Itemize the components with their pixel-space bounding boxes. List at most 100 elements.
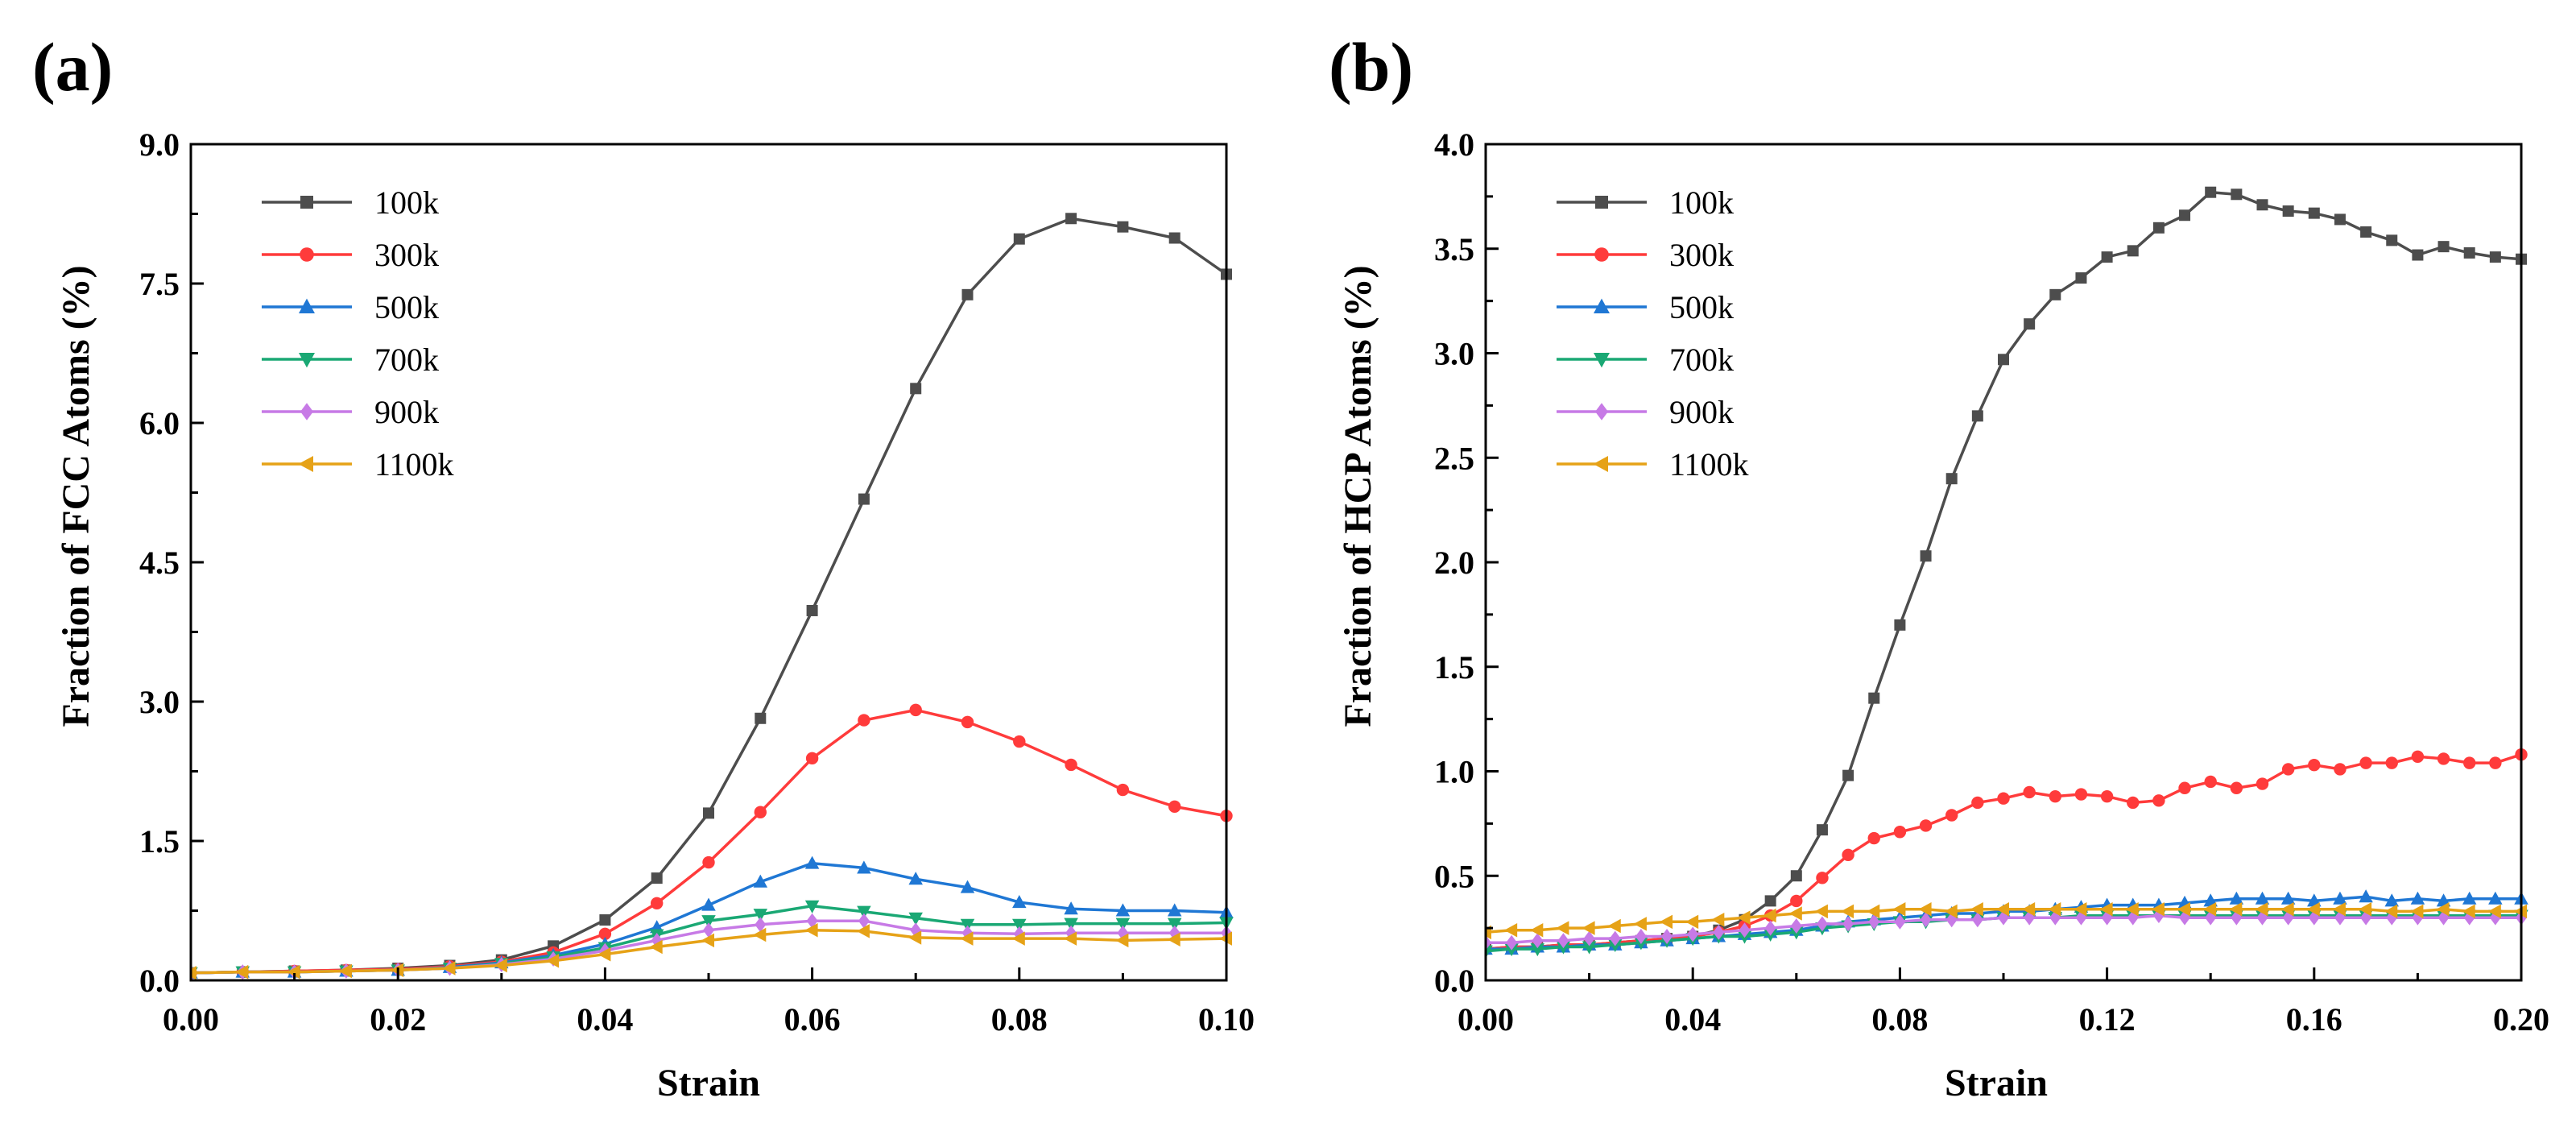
- data-point-700k: [804, 900, 820, 913]
- x-tick-label: 0.12: [2079, 1001, 2136, 1038]
- data-point-1100k: [908, 930, 922, 945]
- data-point-1100k: [2229, 902, 2243, 917]
- data-point-1100k: [2384, 904, 2398, 919]
- data-point-100k: [1168, 232, 1180, 244]
- data-point-1100k: [1711, 912, 1725, 927]
- data-point-700k: [1486, 945, 1493, 959]
- hcp-plot-area: 0.00 0.04 0.08 0.12 0.16 0.20 0.0 0.5 1.0 1.5 2.0 2…: [1434, 126, 2549, 1038]
- data-point-300k: [651, 897, 664, 909]
- legend-marker-900k: [1595, 403, 1608, 420]
- data-point-1100k: [287, 964, 300, 980]
- data-point-1100k: [1814, 904, 1828, 919]
- data-point-1100k: [2332, 902, 2346, 917]
- data-point-900k: [1635, 929, 1647, 944]
- data-point-300k: [1168, 800, 1181, 814]
- data-point-700k: [753, 909, 768, 922]
- data-point-1100k: [1167, 932, 1180, 947]
- data-point-900k: [1661, 929, 1673, 944]
- data-point-300k: [1816, 872, 1829, 884]
- data-point-900k: [755, 917, 767, 933]
- data-point-900k: [2127, 909, 2139, 926]
- data-point-300k: [805, 752, 819, 765]
- data-point-300k: [858, 714, 870, 727]
- panel-label-a: (a): [32, 28, 113, 106]
- data-point-900k: [858, 913, 870, 929]
- data-point-100k: [2360, 226, 2372, 238]
- data-point-500k: [2203, 893, 2218, 907]
- data-point-500k: [2359, 889, 2373, 903]
- series-group: [1486, 186, 2528, 959]
- data-point-1100k: [1867, 904, 1880, 919]
- data-point-900k: [910, 922, 922, 938]
- data-point-100k: [1894, 619, 1906, 631]
- data-point-300k: [1997, 792, 2010, 805]
- data-point-900k: [2231, 909, 2243, 926]
- data-point-100k: [1998, 354, 2009, 366]
- data-point-500k: [1012, 895, 1027, 909]
- legend-marker-100k: [300, 196, 313, 209]
- y-tick-label: 3.5: [1434, 231, 1474, 267]
- y-tick-label: 9.0: [139, 126, 180, 163]
- data-point-1100k: [546, 954, 560, 968]
- data-point-500k: [2333, 891, 2347, 905]
- data-point-300k: [2256, 777, 2269, 790]
- data-point-1100k: [2074, 902, 2087, 917]
- data-point-100k: [2489, 251, 2501, 263]
- y-tick-label: 3.0: [1434, 336, 1474, 372]
- data-point-900k: [2075, 909, 2087, 926]
- data-point-100k: [2205, 186, 2217, 198]
- data-point-1100k: [235, 964, 249, 980]
- data-point-1100k: [2462, 904, 2475, 919]
- data-point-500k: [2307, 893, 2322, 907]
- data-point-700k: [857, 905, 871, 919]
- legend: 100k 300k 500k 700k 900k 1100k: [262, 184, 454, 483]
- x-tick-label: 0.20: [2493, 1001, 2549, 1038]
- data-point-900k: [2437, 909, 2450, 926]
- x-axis-title-a: Strain: [657, 1062, 760, 1104]
- x-tick-label: 0.04: [1664, 1001, 1721, 1038]
- legend-label-1100k: 1100k: [374, 446, 454, 483]
- data-point-100k: [2075, 272, 2087, 284]
- data-point-300k: [1842, 848, 1854, 862]
- data-point-500k: [1167, 903, 1182, 917]
- data-point-100k: [1065, 213, 1077, 225]
- data-point-1100k: [191, 966, 196, 980]
- legend-label-500k: 500k: [1669, 289, 1734, 325]
- data-point-900k: [1971, 912, 1983, 928]
- plot-frame: [1484, 143, 2523, 982]
- data-point-500k: [2255, 891, 2270, 905]
- legend-marker-1100k: [298, 456, 313, 472]
- data-point-1100k: [2151, 902, 2165, 917]
- data-point-100k: [2256, 199, 2268, 211]
- data-point-300k: [2204, 775, 2217, 789]
- data-point-900k: [1842, 916, 1854, 932]
- data-point-900k: [1920, 912, 1932, 928]
- data-point-300k: [2281, 763, 2295, 776]
- data-point-100k: [2152, 222, 2165, 234]
- data-point-1100k: [1633, 917, 1647, 931]
- data-point-900k: [651, 932, 663, 948]
- data-point-900k: [2360, 909, 2372, 926]
- data-point-900k: [1868, 913, 1880, 930]
- y-tick-label: 6.0: [139, 405, 180, 441]
- data-point-300k: [1893, 826, 1907, 839]
- data-point-500k: [908, 872, 923, 885]
- data-point-100k: [2231, 188, 2243, 201]
- data-point-900k: [2282, 909, 2294, 926]
- data-point-300k: [1867, 831, 1880, 845]
- data-point-900k: [2049, 909, 2061, 926]
- data-point-100k: [2308, 207, 2320, 219]
- data-point-300k: [909, 703, 922, 717]
- data-point-300k: [598, 927, 612, 941]
- data-point-900k: [1816, 916, 1828, 932]
- data-point-300k: [2334, 763, 2347, 776]
- data-point-700k: [1582, 941, 1597, 955]
- data-point-1100k: [2177, 902, 2191, 917]
- data-point-1100k: [649, 939, 663, 955]
- data-point-700k: [1064, 918, 1078, 931]
- legend-label-1100k: 1100k: [1669, 446, 1749, 483]
- data-point-900k: [1764, 920, 1776, 936]
- x-axis-title-b: Strain: [1945, 1062, 2048, 1104]
- data-point-500k: [960, 880, 975, 893]
